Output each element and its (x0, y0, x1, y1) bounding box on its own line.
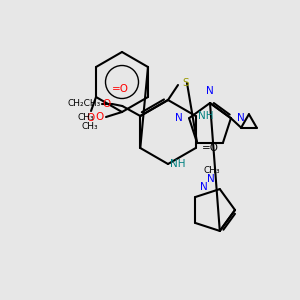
Text: O: O (102, 99, 110, 109)
Text: S: S (182, 78, 189, 88)
Text: O: O (96, 112, 104, 122)
Text: N: N (206, 86, 214, 96)
Text: O: O (86, 113, 94, 123)
Text: =O: =O (202, 143, 219, 153)
Text: =O: =O (112, 84, 129, 94)
Text: N: N (237, 113, 245, 123)
Text: N: N (175, 113, 183, 123)
Text: N: N (200, 182, 208, 192)
Text: CH₃: CH₃ (82, 122, 98, 131)
Text: CH₂CH₃: CH₂CH₃ (67, 100, 100, 109)
Text: CH₃: CH₃ (203, 166, 220, 175)
Text: CH₃: CH₃ (77, 112, 94, 122)
Text: NH: NH (198, 111, 213, 121)
Text: NH: NH (170, 159, 185, 169)
Text: N: N (207, 174, 215, 184)
